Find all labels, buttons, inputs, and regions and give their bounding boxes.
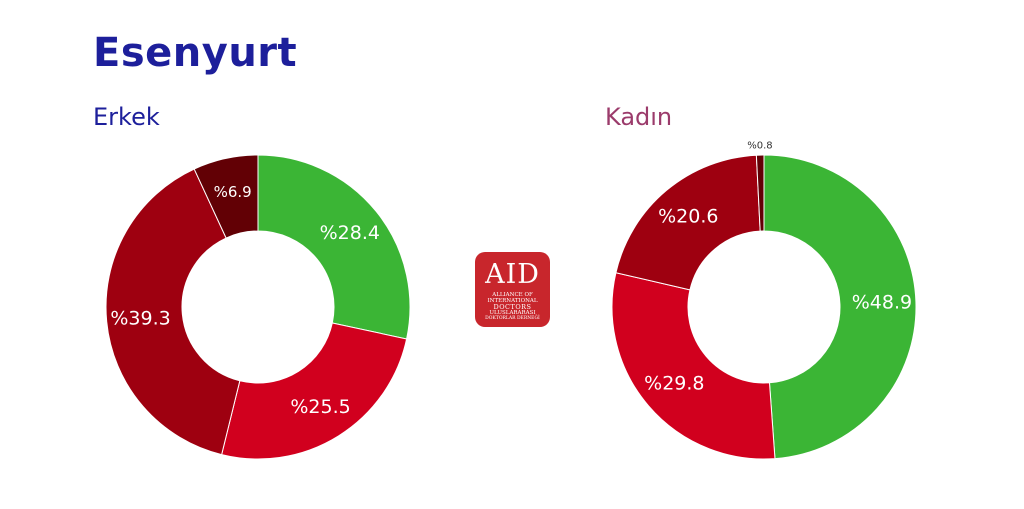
donut-chart-erkek: %28.4 %25.5 %39.3 %6.9: [105, 154, 411, 460]
slice-label: %20.6: [658, 206, 718, 228]
logo-line: ULUSLARARASI: [489, 310, 536, 316]
slice-label: %0.8: [747, 141, 772, 152]
slice-label: %39.3: [110, 307, 170, 329]
donut-slice: [105, 168, 241, 456]
slice-label: %6.9: [214, 183, 252, 201]
donut-slice: [193, 154, 259, 239]
donut-slice: [221, 322, 408, 460]
donut-slice: [257, 154, 411, 340]
donut-chart-kadin: %48.9 %29.8 %20.6 %0.8: [611, 141, 917, 460]
aid-logo: AID ALLIANCE OF INTERNATIONAL DOCTORS UL…: [475, 252, 550, 327]
chart-title-kadin: Kadın: [605, 103, 673, 131]
slice-label: %48.9: [852, 292, 912, 314]
logo-line: DOKTORLAR DERNEĞİ: [485, 316, 540, 321]
slice-label: %25.5: [290, 396, 350, 418]
slice-label: %28.4: [320, 222, 380, 244]
donut-slice: [763, 154, 917, 460]
donut-slice: [611, 272, 776, 460]
logo-line: INTERNATIONAL: [487, 298, 538, 304]
donut-slice: [755, 154, 765, 232]
slice-label: %29.8: [644, 373, 704, 395]
donut-slice: [615, 154, 761, 291]
page-title: Esenyurt: [93, 30, 298, 76]
logo-text: AID: [485, 259, 540, 290]
logo-line: DOCTORS: [493, 303, 532, 311]
chart-title-erkek: Erkek: [93, 103, 160, 131]
logo-line: ALLIANCE OF: [492, 292, 533, 298]
